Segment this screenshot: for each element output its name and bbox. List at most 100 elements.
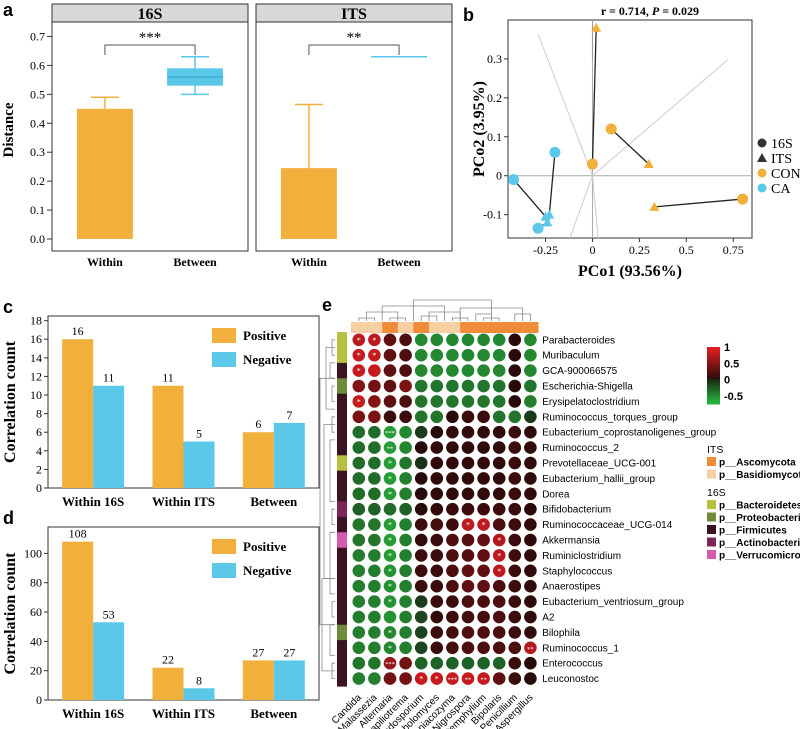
heatmap-cell [367, 548, 382, 563]
heatmap-cell [507, 486, 522, 501]
y-axis-label: Distance [1, 102, 17, 157]
panel-c-correlation-bar-chart: c Correlation count 0 2 4 6 8 10 12 14 16 18 Within … [2, 297, 320, 509]
heatmap-cell [445, 579, 460, 594]
heatmap-cell [367, 425, 382, 440]
legend-label: Positive [243, 328, 287, 343]
x-tick-label: Within ITS [152, 494, 215, 509]
heatmap-cell [383, 409, 397, 424]
heatmap-cell [351, 594, 366, 609]
row-phylum-cell [337, 393, 347, 410]
heatmap-cell [445, 594, 460, 609]
heatmap-cell [461, 656, 475, 671]
heatmap-cell [367, 579, 382, 594]
heatmap-cell [429, 332, 444, 347]
heatmap-cell [461, 425, 475, 440]
row-label: Dorea [542, 489, 570, 500]
row-phylum-cell [337, 609, 347, 625]
significance-star: * [466, 521, 470, 530]
heatmap-cell [461, 533, 475, 547]
row-label: Erysipelatoclostridium [542, 397, 639, 408]
heatmap-cell [507, 671, 522, 686]
heatmap-cell [523, 502, 538, 517]
y-tick-label: 0 [36, 693, 42, 707]
heatmap-cell [507, 502, 522, 517]
colorbar-segment [707, 364, 720, 367]
heatmap-cell [383, 548, 397, 563]
point-its [649, 201, 660, 211]
heatmap-cell [461, 640, 475, 655]
heatmap-cell [383, 394, 397, 409]
heatmap-cell [383, 594, 397, 609]
heatmap-cell [383, 625, 397, 640]
x-tick-label: Within 16S [62, 706, 124, 721]
panel-e-correlation-heatmap: e* * Parabacteroides* * Muribaculum* GCA-9000… [319, 295, 800, 729]
heatmap-cell [492, 625, 507, 640]
heatmap-cell [507, 548, 522, 563]
heatmap-cell [414, 563, 429, 578]
dendrogram-branch [329, 439, 335, 502]
colorbar-segment [707, 377, 720, 380]
heatmap-cell [492, 379, 507, 393]
legend-swatch [707, 457, 716, 466]
heatmap-cell [351, 425, 366, 440]
y-tick-label: 0 [496, 169, 502, 183]
data-label: 53 [103, 607, 115, 621]
pcoa-pair [649, 193, 749, 211]
significance-star: * [357, 336, 361, 345]
point-16s [508, 174, 520, 186]
row-dendrogram [319, 339, 335, 679]
row-phylum-cell [337, 362, 347, 379]
significance-label: *** [139, 30, 162, 46]
heatmap-cell [414, 656, 429, 671]
row-phylum-cell [337, 593, 347, 610]
x-tick-label: Between [250, 706, 298, 721]
chart-title: r = 0.714, P = 0.029 [601, 4, 699, 18]
colorbar-segment [707, 350, 720, 354]
facet-its: ITS Within Between ** [255, 3, 453, 269]
significance-star: * [388, 582, 392, 591]
heatmap-cell [429, 671, 444, 686]
colorbar-segment [707, 366, 720, 369]
heatmap-cell [445, 471, 460, 486]
legend-label: Negative [243, 352, 292, 367]
heatmap-cell [476, 563, 491, 578]
data-label: 27 [283, 645, 295, 659]
row-label: Akkermansia [542, 536, 600, 547]
title-part: r = 0.714, [601, 4, 652, 18]
heatmap-cell [383, 640, 397, 655]
heatmap-cell [367, 502, 382, 517]
row-label: Ruminiclostridium [542, 551, 621, 562]
y-tick-label: 16 [30, 332, 42, 346]
heatmap-cell [351, 533, 366, 547]
colorbar-tick-label: -0.5 [724, 391, 743, 403]
heatmap-cell [383, 486, 397, 501]
heatmap-cell [414, 456, 429, 470]
guide-line [592, 59, 728, 177]
column-phylum-cell [507, 322, 523, 333]
heatmap-cell [351, 548, 366, 563]
legend-swatch [707, 537, 716, 547]
x-tick-label: Between [173, 255, 217, 269]
heatmap-cell [383, 456, 397, 470]
y-axis-label: Correlation count [2, 340, 19, 463]
heatmap-cell [461, 394, 475, 409]
colorbar-segment [707, 383, 720, 386]
heatmap-cell [445, 332, 460, 347]
facet-frame [51, 21, 249, 252]
heatmap-cell [367, 625, 382, 640]
row-phylum-cell [337, 501, 347, 518]
significance-star: * [388, 628, 392, 637]
heatmap-cell [398, 640, 413, 655]
heatmap-cell [398, 579, 413, 594]
significance-star: * [497, 567, 501, 576]
colorbar-segment [707, 398, 720, 401]
significance-star: *** [385, 430, 395, 437]
legend-swatch [707, 512, 716, 522]
colorbar-segment [707, 396, 720, 399]
significance-star: * [388, 551, 392, 560]
column-phylum-cell [444, 322, 461, 333]
significance-star: ** [480, 677, 487, 684]
row-phylum-cell [337, 563, 347, 579]
heatmap-cell [445, 348, 460, 363]
colorbar-segment [707, 390, 720, 394]
